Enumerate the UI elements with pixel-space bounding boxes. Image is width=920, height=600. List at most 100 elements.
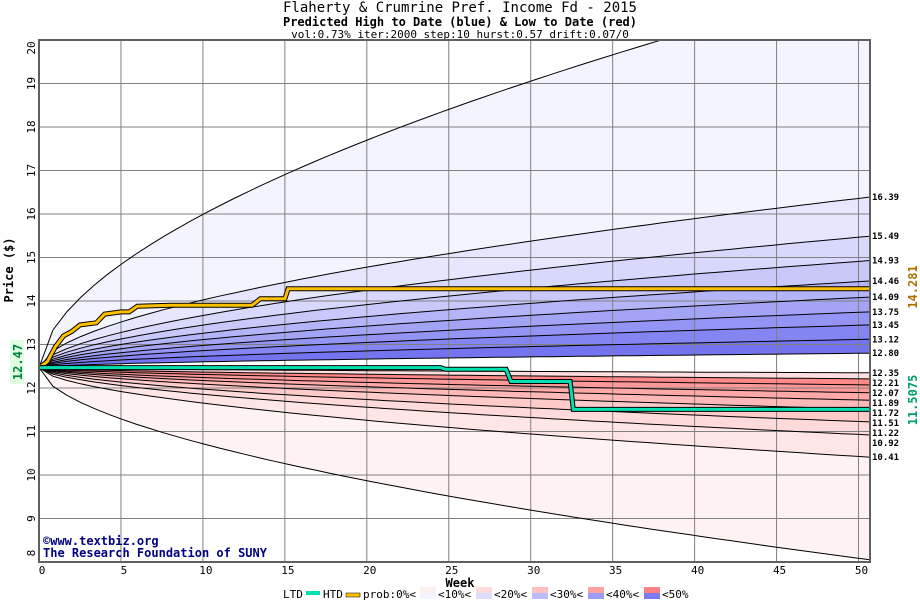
right-quantile-label: 12.21: [872, 379, 899, 389]
quantile-line-14: [39, 367, 870, 410]
legend-red-swatch: [476, 587, 492, 593]
high-band-7: [39, 324, 870, 368]
low-band-0: [39, 367, 870, 560]
x-tick-label: 35: [609, 564, 622, 577]
right-quantile-label: 11.22: [872, 429, 899, 439]
x-tick-label: 25: [445, 564, 458, 577]
legend-htd-swatch: [345, 592, 361, 598]
x-tick-label: 45: [773, 564, 786, 577]
legend-prob-item: <30%<: [550, 588, 583, 600]
quantile-line-2: [39, 235, 870, 368]
legend-blue-swatch: [420, 593, 436, 599]
low-band-5: [39, 367, 870, 401]
quantile-line-9: [39, 352, 870, 369]
y-tick-label: 8: [25, 550, 38, 557]
high-band-0: [39, 40, 870, 368]
htd-line: [39, 287, 870, 369]
right-quantile-label: 12.80: [872, 349, 899, 359]
quantile-line-5: [39, 296, 870, 369]
start-label-bg: [10, 340, 24, 384]
x-tick-label: 30: [527, 564, 540, 577]
quantile-line-13: [39, 367, 870, 423]
right-quantile-label: 12.07: [872, 389, 899, 399]
legend-prob-item: <40%<: [606, 588, 639, 600]
quantile-line-0: [39, 40, 663, 368]
y-tick-label: 14: [25, 294, 38, 308]
legend-ltd-label: LTD: [283, 588, 303, 600]
start-price-label: 12.47: [11, 344, 25, 380]
right-quantile-label: 13.45: [872, 321, 899, 331]
x-tick-label: 0: [39, 564, 46, 577]
htd-final-label: 14.281: [906, 265, 920, 308]
legend-ltd-swatch: [306, 591, 320, 595]
legend-htd-label: HTD: [323, 588, 343, 600]
legend-red-swatch: [588, 587, 604, 593]
right-quantile-label: 12.35: [872, 369, 899, 379]
y-tick-label: 20: [25, 41, 38, 54]
right-quantile-label: 11.72: [872, 409, 899, 419]
high-band-2: [39, 236, 870, 368]
y-tick-label: 15: [25, 251, 38, 264]
y-tick-label: 18: [25, 120, 38, 133]
credit-org: The Research Foundation of SUNY: [43, 546, 268, 560]
right-quantile-label: 15.49: [872, 232, 899, 242]
y-tick-label: 17: [25, 164, 38, 177]
right-quantile-label: 14.93: [872, 257, 899, 267]
x-tick-label: 10: [199, 564, 212, 577]
chart-subtitle: Predicted High to Date (blue) & Low to D…: [283, 15, 637, 29]
low-band-1: [39, 367, 870, 458]
quantile-line-15: [39, 367, 870, 401]
right-quantile-label: 10.92: [872, 439, 899, 449]
right-quantile-label: 16.39: [872, 193, 899, 203]
high-band-4: [39, 281, 870, 368]
quantile-line-18: [39, 367, 870, 380]
legend-red-swatch: [644, 587, 660, 593]
quantile-line-10: [39, 367, 870, 561]
quantile-line-17: [39, 367, 870, 386]
legend-red-swatch: [420, 587, 436, 593]
high-band-6: [39, 311, 870, 368]
right-quantile-label: 14.46: [872, 277, 899, 287]
x-tick-label: 15: [281, 564, 294, 577]
low-band-8: [39, 367, 870, 379]
legend-blue-swatch: [532, 593, 548, 599]
high-band-5: [39, 297, 870, 368]
low-band-6: [39, 367, 870, 393]
low-band-2: [39, 367, 870, 435]
y-axis-label: Price ($): [2, 237, 16, 302]
quantile-line-7: [39, 324, 870, 369]
right-quantile-label: 11.51: [872, 419, 899, 429]
quantile-line-11: [39, 367, 870, 458]
y-tick-label: 19: [25, 77, 38, 90]
legend-blue-swatch: [476, 593, 492, 599]
y-tick-label: 9: [25, 515, 38, 522]
chart-params: vol:0.73% iter:2000 step:10 hurst:0.57 d…: [291, 28, 629, 41]
legend-red-swatch: [532, 587, 548, 593]
quantile-line-12: [39, 367, 870, 436]
x-tick-label: 50: [855, 564, 868, 577]
chart-title: Flaherty & Crumrine Pref. Income Fd - 20…: [283, 0, 637, 16]
legend-prob-item: <20%<: [494, 588, 527, 600]
ltd-line: [39, 366, 870, 411]
right-quantile-label: 10.41: [872, 453, 899, 463]
legend-prob-label: prob:0%<: [363, 588, 416, 600]
low-band-4: [39, 367, 870, 410]
quantile-line-6: [39, 311, 870, 369]
plot-border: [38, 39, 871, 563]
x-tick-label: 40: [691, 564, 704, 577]
right-quantile-label: 13.75: [872, 308, 899, 318]
quantile-line-16: [39, 367, 870, 394]
high-band-1: [39, 197, 870, 368]
x-tick-label: 20: [363, 564, 376, 577]
legend-prob-item: <50%: [662, 588, 689, 600]
low-band-7: [39, 367, 870, 385]
x-axis-label: Week: [446, 576, 476, 590]
y-tick-label: 16: [25, 207, 38, 220]
credit-site: ©www.textbiz.org: [43, 534, 159, 548]
y-tick-label: 13: [25, 338, 38, 351]
right-quantile-label: 13.12: [872, 335, 899, 345]
right-quantile-label: 11.89: [872, 399, 899, 409]
quantile-line-8: [39, 338, 870, 369]
